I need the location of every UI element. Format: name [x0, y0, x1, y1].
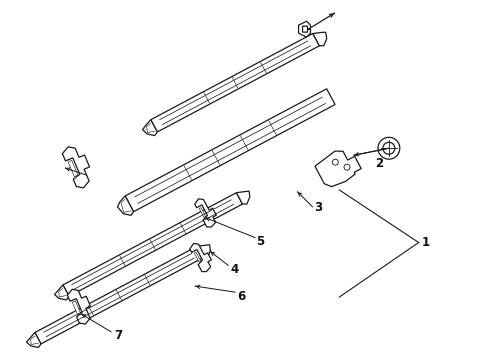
- Polygon shape: [118, 196, 134, 215]
- Polygon shape: [195, 199, 217, 227]
- Polygon shape: [197, 245, 210, 258]
- Text: 2: 2: [375, 157, 383, 170]
- Polygon shape: [54, 285, 69, 300]
- Circle shape: [332, 159, 338, 165]
- Text: 5: 5: [256, 235, 264, 248]
- Polygon shape: [237, 191, 250, 204]
- Text: 6: 6: [237, 289, 245, 303]
- Polygon shape: [143, 120, 157, 136]
- Polygon shape: [68, 289, 91, 324]
- Text: 4: 4: [230, 263, 238, 276]
- Circle shape: [383, 142, 395, 154]
- Polygon shape: [151, 33, 319, 132]
- Text: 3: 3: [315, 201, 322, 214]
- Polygon shape: [62, 147, 90, 188]
- Polygon shape: [315, 151, 361, 186]
- Circle shape: [378, 137, 400, 159]
- Polygon shape: [298, 21, 311, 37]
- Polygon shape: [313, 32, 327, 46]
- Polygon shape: [72, 301, 81, 315]
- Polygon shape: [190, 243, 211, 272]
- Circle shape: [344, 164, 350, 170]
- Polygon shape: [35, 246, 203, 344]
- Polygon shape: [195, 252, 201, 262]
- Polygon shape: [199, 208, 206, 217]
- Text: 1: 1: [421, 236, 430, 249]
- Polygon shape: [68, 161, 78, 177]
- Text: 7: 7: [114, 329, 122, 342]
- Polygon shape: [26, 333, 41, 347]
- Polygon shape: [63, 193, 243, 296]
- Polygon shape: [125, 89, 335, 212]
